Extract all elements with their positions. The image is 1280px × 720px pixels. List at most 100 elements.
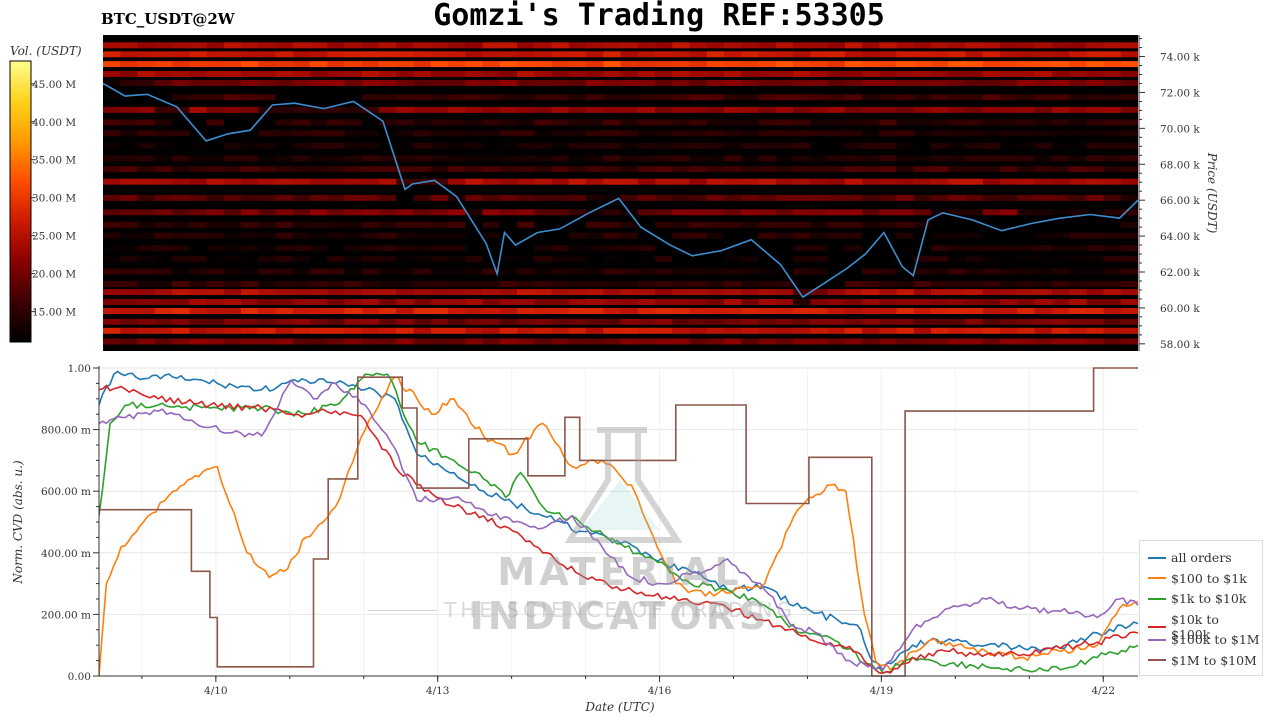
heatmap-cell bbox=[1017, 94, 1036, 101]
heatmap-cell bbox=[689, 245, 708, 252]
heatmap-cell bbox=[844, 289, 863, 296]
heatmap-cell bbox=[810, 289, 829, 296]
heatmap-cell bbox=[172, 142, 190, 149]
heatmap-cell bbox=[551, 255, 570, 262]
heatmap-cell bbox=[637, 255, 656, 262]
heatmap-cell bbox=[327, 232, 346, 239]
heatmap-cell bbox=[396, 130, 415, 137]
heatmap-cell bbox=[430, 255, 449, 262]
heatmap-cell bbox=[620, 166, 639, 173]
heatmap-cell bbox=[862, 80, 880, 86]
heatmap-cell bbox=[655, 106, 673, 113]
heatmap-cell bbox=[379, 289, 397, 296]
heatmap-cell bbox=[741, 80, 760, 86]
heatmap-cell bbox=[672, 289, 691, 296]
legend-item[interactable]: $100 to $1k bbox=[1148, 571, 1247, 586]
heatmap-cell bbox=[327, 327, 346, 334]
heatmap-cell bbox=[896, 51, 915, 58]
heatmap-cell bbox=[137, 209, 156, 216]
heatmap-cell bbox=[672, 338, 691, 345]
heatmap-cell bbox=[1086, 94, 1105, 101]
legend-item[interactable]: $10k to $100k bbox=[1148, 612, 1262, 642]
colorbar-tick-label: 40.00 M bbox=[32, 117, 76, 129]
heatmap-cell bbox=[741, 221, 760, 228]
heatmap-cell bbox=[430, 130, 449, 137]
heatmap-cell bbox=[1086, 221, 1105, 228]
heatmap-cell bbox=[1103, 281, 1122, 288]
heatmap-cell bbox=[1069, 318, 1087, 325]
heatmap-cell bbox=[137, 221, 156, 228]
heatmap-cell bbox=[1086, 106, 1105, 113]
heatmap-cell bbox=[620, 338, 639, 345]
heatmap-cell bbox=[310, 51, 328, 58]
heatmap-cell bbox=[965, 51, 984, 58]
heatmap-cell bbox=[913, 209, 932, 216]
heatmap-cell bbox=[603, 299, 622, 305]
heatmap-cell bbox=[292, 155, 311, 162]
heatmap-cell bbox=[292, 245, 311, 252]
heatmap-cell bbox=[568, 221, 587, 228]
heatmap-cell bbox=[361, 94, 380, 101]
legend-item[interactable]: $1k to $10k bbox=[1148, 591, 1246, 606]
heatmap-cell bbox=[275, 119, 294, 126]
heatmap-cell bbox=[568, 245, 587, 252]
heatmap-cell bbox=[827, 255, 846, 262]
heatmap-cell bbox=[448, 61, 466, 68]
heatmap-cell bbox=[689, 106, 708, 113]
heatmap-cell bbox=[172, 71, 190, 77]
heatmap-cell bbox=[1086, 338, 1105, 345]
heatmap-cell bbox=[965, 221, 984, 228]
heatmap-cell bbox=[292, 42, 311, 49]
heatmap-cell bbox=[1000, 209, 1018, 216]
heatmap-cell bbox=[465, 71, 484, 77]
heatmap-cell bbox=[879, 232, 898, 239]
heatmap-cell bbox=[379, 255, 397, 262]
heatmap-cell bbox=[1034, 209, 1053, 216]
heatmap-cell bbox=[1034, 178, 1053, 185]
heatmap-cell bbox=[689, 338, 708, 345]
heatmap-cell bbox=[862, 142, 880, 149]
heatmap-cell bbox=[120, 119, 139, 126]
heatmap-cell bbox=[1086, 308, 1105, 314]
heatmap-cell bbox=[499, 255, 518, 262]
heatmap-cell bbox=[741, 245, 760, 252]
heatmap-cell bbox=[775, 232, 794, 239]
heatmap-cell bbox=[862, 94, 880, 101]
heatmap-cell bbox=[396, 281, 415, 288]
heatmap-cell bbox=[793, 119, 811, 126]
heatmap-cell bbox=[1069, 130, 1087, 137]
heatmap-cell bbox=[827, 209, 846, 216]
heatmap-cell bbox=[310, 71, 328, 77]
heatmap-cell bbox=[413, 94, 432, 101]
heatmap-cell bbox=[1103, 232, 1122, 239]
heatmap-cell bbox=[1120, 318, 1138, 325]
heatmap-y-tick-label: 62.00 k bbox=[1160, 267, 1200, 279]
legend-item[interactable]: $100k to $1M bbox=[1148, 632, 1260, 647]
heatmap-cell bbox=[568, 61, 587, 68]
heatmap-cell bbox=[672, 232, 691, 239]
heatmap-cell bbox=[672, 155, 691, 162]
legend-item[interactable]: all orders bbox=[1148, 550, 1232, 565]
heatmap-cell bbox=[430, 94, 449, 101]
legend-item[interactable]: $1M to $10M bbox=[1148, 653, 1257, 668]
heatmap-cell bbox=[327, 281, 346, 288]
heatmap-cell bbox=[413, 61, 432, 68]
heatmap-cell bbox=[448, 327, 466, 334]
heatmap-cell bbox=[103, 299, 121, 305]
heatmap-cell bbox=[172, 245, 190, 252]
heatmap-cell bbox=[620, 245, 639, 252]
heatmap-cell bbox=[534, 80, 553, 86]
heatmap-cell bbox=[1034, 281, 1053, 288]
heatmap-cell bbox=[344, 299, 363, 305]
heatmap-cell bbox=[517, 268, 535, 275]
heatmap-cell bbox=[154, 106, 173, 113]
heatmap-cell bbox=[396, 245, 415, 252]
heatmap-cell bbox=[965, 178, 984, 185]
heatmap-cell bbox=[534, 289, 553, 296]
heatmap-cell bbox=[499, 178, 518, 185]
heatmap-cell bbox=[741, 194, 760, 201]
heatmap-cell bbox=[534, 61, 553, 68]
heatmap-cell bbox=[517, 338, 535, 345]
heatmap-cell bbox=[172, 338, 190, 345]
heatmap-cell bbox=[223, 327, 242, 334]
